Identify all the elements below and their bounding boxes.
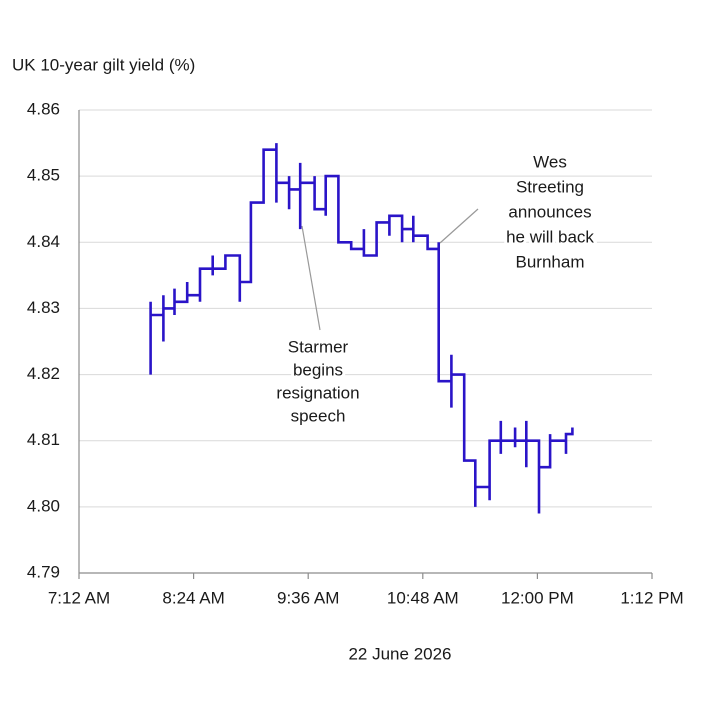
y-tick-label: 4.82 bbox=[27, 364, 60, 383]
annotation-leader bbox=[439, 208, 479, 244]
y-tick-label: 4.86 bbox=[27, 99, 60, 118]
annotation-text: Streeting bbox=[516, 177, 584, 196]
y-tick-label: 4.83 bbox=[27, 298, 60, 317]
x-tick-label: 7:12 AM bbox=[48, 588, 110, 607]
x-tick-label: 1:12 PM bbox=[620, 588, 683, 607]
annotation: Starmer begins resignation speech bbox=[273, 334, 362, 428]
annotation-text: announces bbox=[508, 202, 591, 221]
annotation-leader bbox=[301, 225, 321, 331]
y-tick-label: 4.80 bbox=[27, 496, 60, 515]
x-tick-label: 9:36 AM bbox=[277, 588, 339, 607]
y-tick-label: 4.79 bbox=[27, 562, 60, 581]
y-tick-label: 4.84 bbox=[27, 232, 60, 251]
data-line bbox=[149, 143, 574, 514]
annotation-text: Wes bbox=[533, 152, 567, 171]
annotation: Wes Streeting announces he will back Burnham bbox=[503, 149, 597, 274]
x-tick-label: 8:24 AM bbox=[162, 588, 224, 607]
x-axis-label: 22 June 2026 bbox=[348, 644, 451, 663]
annotation-text: begins bbox=[293, 360, 343, 379]
x-tick-label: 12:00 PM bbox=[501, 588, 574, 607]
y-tick-label: 4.81 bbox=[27, 430, 60, 449]
annotation-text: Burnham bbox=[516, 252, 585, 271]
x-tick-label: 10:48 AM bbox=[387, 588, 459, 607]
annotation-text: speech bbox=[291, 406, 346, 425]
chart-title: UK 10-year gilt yield (%) bbox=[12, 55, 195, 74]
annotation-text: resignation bbox=[276, 383, 359, 402]
annotation-text: Starmer bbox=[288, 337, 349, 356]
y-tick-label: 4.85 bbox=[27, 166, 60, 185]
annotation-text: he will back bbox=[506, 227, 594, 246]
